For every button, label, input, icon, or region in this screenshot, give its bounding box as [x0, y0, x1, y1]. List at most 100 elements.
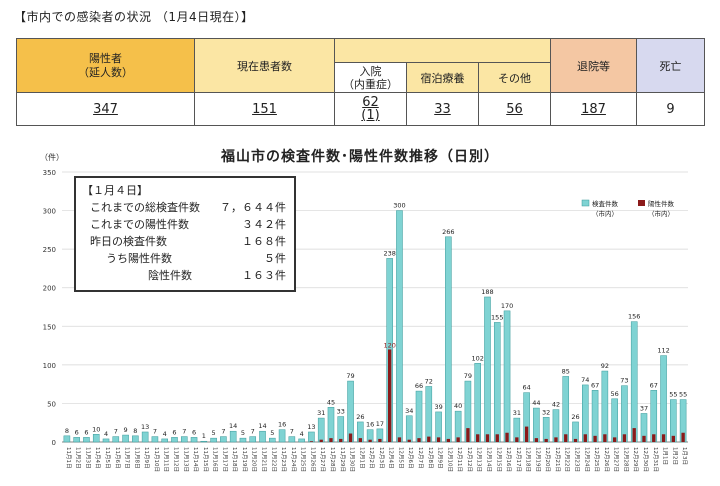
test-data-label: 85 [562, 367, 570, 375]
test-data-label: 9 [124, 426, 128, 434]
test-bar [249, 436, 257, 443]
x-tick-label: 11月9日 [143, 447, 150, 469]
x-tick-label: 12月29日 [632, 447, 639, 472]
test-data-label: 56 [611, 390, 619, 398]
test-data-label: 7 [290, 428, 294, 436]
positive-bar [436, 437, 441, 442]
info-label-total-positive: これまでの陽性件数 [90, 218, 189, 231]
test-data-label: 64 [522, 384, 530, 392]
positive-bar [446, 438, 451, 442]
test-data-label: 79 [346, 372, 354, 380]
test-bar [474, 363, 481, 443]
positive-label: 陽性者 （延人数） [78, 51, 133, 79]
recovered-value-cell: 187 [550, 92, 638, 126]
hotel-header: 宿泊療養 [406, 62, 479, 93]
positive-bar [642, 435, 646, 442]
hotel-value[interactable]: 33 [434, 101, 451, 117]
x-tick-label: 11月23日 [280, 447, 287, 472]
positive-bar [329, 438, 333, 442]
positive-data-label: 120 [383, 341, 395, 349]
current-value[interactable]: 151 [252, 101, 277, 117]
test-bar [396, 210, 403, 443]
x-tick-label: 11月3日 [84, 447, 91, 469]
hosp-severe-value[interactable]: (1) [361, 108, 380, 123]
test-bar [269, 437, 276, 443]
test-data-label: 6 [192, 428, 196, 436]
positive-header: 陽性者 （延人数） [16, 38, 195, 93]
x-tick-label: 11月5日 [104, 447, 111, 469]
test-bar [220, 436, 227, 443]
test-data-label: 10 [92, 425, 100, 433]
test-data-label: 74 [581, 376, 589, 384]
test-bar [161, 438, 168, 443]
positive-bar [319, 439, 323, 442]
test-data-label: 188 [481, 288, 493, 296]
test-bar [562, 376, 570, 443]
positive-bar [495, 434, 499, 442]
test-data-label: 40 [454, 402, 462, 410]
x-tick-label: 12月9日 [437, 447, 444, 469]
positive-bar [554, 437, 558, 442]
test-data-label: 7 [251, 428, 255, 436]
positive-bar [681, 432, 685, 442]
test-data-label: 7 [153, 428, 157, 436]
x-tick-label: 11月18日 [231, 447, 238, 472]
y-tick-label: 200 [43, 285, 56, 293]
x-tick-label: 12月11日 [456, 447, 463, 472]
test-data-label: 32 [542, 408, 550, 416]
hotel-label: 宿泊療養 [420, 71, 465, 85]
test-data-label: 5 [241, 429, 245, 437]
x-tick-label: 11月7日 [124, 447, 131, 469]
test-bar [415, 390, 423, 443]
x-tick-label: 12月20日 [544, 447, 551, 472]
test-data-label: 26 [356, 413, 364, 421]
test-data-label: 1 [202, 432, 206, 440]
test-data-label: 238 [383, 249, 395, 257]
positive-bar [652, 434, 656, 442]
test-bar [630, 321, 638, 443]
x-tick-label: 11月28日 [329, 447, 336, 472]
hosp-value[interactable]: 62 [362, 95, 379, 110]
test-data-label: 300 [393, 202, 405, 210]
x-tick-label: 12月27日 [613, 447, 620, 472]
info-label-yesterday-positive: うち陽性件数 [106, 252, 172, 265]
positive-bar [397, 437, 402, 442]
positive-value[interactable]: 347 [93, 101, 118, 117]
test-data-label: 6 [75, 428, 79, 436]
other-value[interactable]: 56 [506, 101, 523, 117]
test-data-label: 156 [628, 313, 640, 321]
positive-bar [456, 437, 460, 442]
test-bar [670, 399, 677, 443]
recovered-header: 退院等 [550, 38, 638, 93]
test-bar [288, 436, 296, 443]
legend-label-positives: 陽性件数 [648, 199, 675, 208]
recovered-value[interactable]: 187 [581, 101, 606, 117]
test-data-label: 26 [571, 413, 579, 421]
test-data-label: 13 [307, 423, 315, 431]
x-tick-label: 11月15日 [202, 447, 209, 472]
test-bar [493, 322, 501, 443]
deaths-header: 死亡 [636, 38, 706, 93]
x-tick-label: 12月1日 [358, 447, 365, 469]
test-data-label: 66 [415, 382, 423, 390]
x-tick-label: 11月29日 [339, 447, 346, 472]
hosp-header: 入院 （内重症） [334, 62, 407, 93]
test-bar [259, 430, 266, 443]
x-tick-label: 12月17日 [515, 447, 522, 472]
x-tick-label: 12月7日 [417, 447, 424, 469]
x-tick-label: 12月31日 [652, 447, 659, 472]
info-label-negative: 陰性件数 [148, 269, 192, 282]
test-data-label: 5 [270, 429, 274, 437]
positive-bar [348, 433, 353, 442]
legend-sublabel-positives: （市内） [648, 209, 674, 218]
x-tick-label: 12月10日 [446, 447, 453, 472]
test-data-label: 14 [258, 422, 266, 430]
x-tick-label: 11月26日 [309, 447, 316, 472]
positive-bar [466, 428, 470, 442]
other-header: その他 [477, 62, 552, 93]
x-tick-label: 11月2日 [75, 447, 82, 469]
test-bar [337, 416, 345, 443]
test-data-label: 55 [679, 391, 687, 399]
y-tick-label: 250 [43, 246, 56, 254]
test-bar [132, 435, 139, 443]
